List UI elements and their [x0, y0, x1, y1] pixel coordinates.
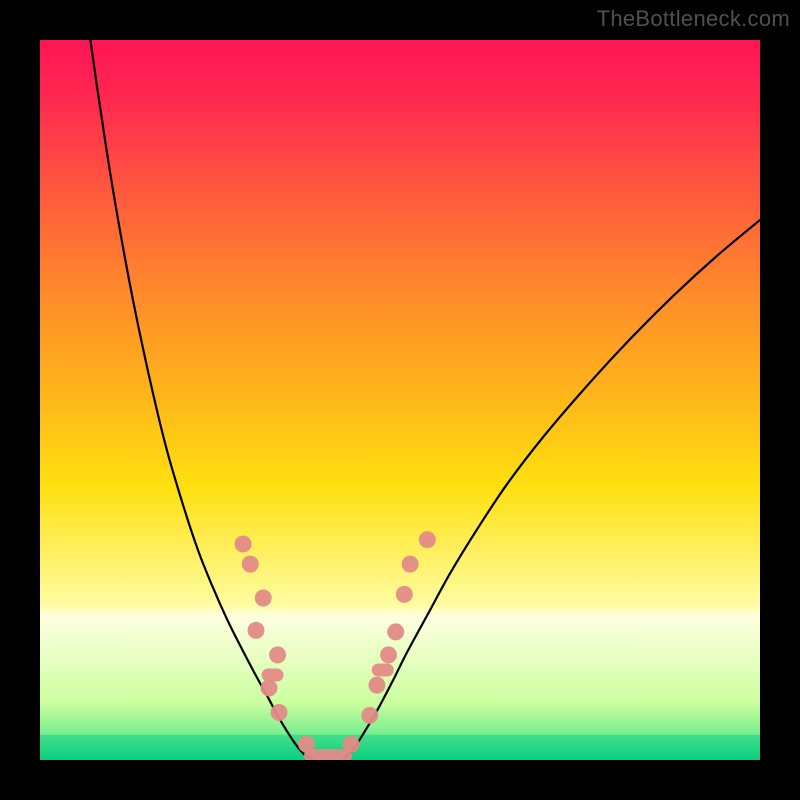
green-bottom-strip	[40, 735, 760, 760]
gradient-background	[40, 40, 760, 760]
bottleneck-chart	[40, 40, 760, 760]
watermark-text: TheBottleneck.com	[597, 6, 790, 32]
